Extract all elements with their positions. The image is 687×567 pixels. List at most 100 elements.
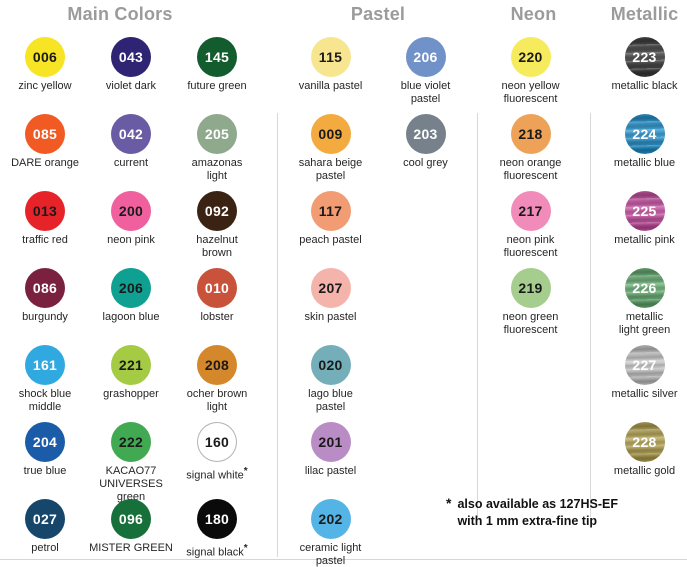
swatch-009: 009 sahara beige pastel — [283, 114, 378, 191]
color-dot: 220 — [510, 37, 551, 77]
color-number: 227 — [632, 357, 657, 373]
swatch-085: 085 DARE orange — [2, 114, 88, 191]
swatch-227: 227 metallic silver — [596, 345, 687, 422]
color-dot: 043 — [111, 37, 151, 77]
swatch-207: 207 skin pastel — [283, 268, 378, 345]
swatch-206-lagoon: 206 lagoon blue — [88, 268, 174, 345]
color-label: neon pink — [107, 234, 155, 246]
color-dot: 205 — [197, 114, 237, 154]
color-number: 201 — [318, 434, 343, 450]
color-dot: 117 — [310, 191, 351, 231]
color-number: 221 — [118, 357, 144, 373]
color-dot: 201 — [310, 422, 351, 462]
color-dot: 203 — [405, 114, 446, 154]
swatch-160: 160 signal white* — [174, 422, 260, 499]
swatch-027: 027 petrol — [2, 499, 88, 567]
color-dot: 206 — [405, 37, 446, 77]
color-number: 200 — [118, 203, 144, 219]
color-number: 205 — [204, 126, 230, 142]
color-label: amazonas light — [191, 157, 243, 182]
color-dot: 086 — [25, 268, 65, 308]
color-dot: 010 — [197, 268, 237, 308]
color-label: ceramic light pastel — [299, 542, 362, 567]
bottom-rule — [0, 559, 687, 560]
swatch-086: 086 burgundy — [2, 268, 88, 345]
swatch-020: 020 lago blue pastel — [283, 345, 378, 422]
swatch-220: 220 neon yellow fluorescent — [474, 37, 587, 114]
main-colors-grid: 006 zinc yellow 043 violet dark 145 futu… — [2, 37, 260, 567]
color-label: sahara beige pastel — [298, 157, 363, 182]
color-label: skin pastel — [304, 311, 357, 323]
color-dot: 092 — [197, 191, 237, 231]
color-dot: 223 — [624, 37, 665, 77]
color-label: metallic blue — [613, 157, 676, 169]
divider-neon-metallic — [590, 113, 591, 517]
color-label: zinc yellow — [18, 80, 72, 92]
neon-grid: 220 neon yellow fluorescent 218 neon ora… — [474, 37, 587, 345]
color-number: 115 — [318, 49, 343, 65]
color-dot: 161 — [25, 345, 65, 385]
color-number: 020 — [318, 357, 343, 373]
color-dot: 020 — [310, 345, 351, 385]
color-number: 206 — [413, 49, 438, 65]
color-label: metallic black — [611, 80, 678, 92]
color-number: 208 — [204, 357, 230, 373]
color-label: metallic silver — [611, 388, 678, 400]
pastel-grid: 115 vanilla pastel 206 blue violet paste… — [283, 37, 473, 567]
swatch-180: 180 signal black* — [174, 499, 260, 567]
color-number: 043 — [118, 49, 144, 65]
color-label: ocher brown light — [186, 388, 248, 413]
swatch-006: 006 zinc yellow — [2, 37, 88, 114]
swatch-115: 115 vanilla pastel — [283, 37, 378, 114]
section-title-pastel: Pastel — [350, 4, 406, 24]
swatch-096: 096 MISTER GREEN — [88, 499, 174, 567]
color-label: neon orange fluorescent — [499, 157, 562, 182]
color-label: hazelnut brown — [196, 234, 238, 259]
section-title-metallic: Metallic — [610, 4, 679, 24]
color-dot: 217 — [510, 191, 551, 231]
color-label: peach pastel — [299, 234, 362, 246]
swatch-145: 145 future green — [174, 37, 260, 114]
swatch-226: 226 metallic light green — [596, 268, 687, 345]
color-number: 207 — [318, 280, 343, 296]
color-number: 222 — [118, 434, 144, 450]
swatch-161: 161 shock blue middle — [2, 345, 88, 422]
footnote-asterisk: * — [243, 543, 248, 554]
color-label: lilac pastel — [304, 465, 357, 477]
color-label: violet dark — [105, 80, 157, 92]
color-dot: 200 — [111, 191, 151, 231]
color-label: neon pink fluorescent — [503, 234, 558, 259]
swatch-219: 219 neon green fluorescent — [474, 268, 587, 345]
footnote: * also available as 127HS-EF with 1 mm e… — [446, 496, 618, 530]
color-label: neon green fluorescent — [502, 311, 559, 336]
color-dot: 204 — [25, 422, 65, 462]
footnote-asterisk: * — [243, 466, 248, 477]
color-dot: 180 — [197, 499, 237, 539]
color-number: 013 — [32, 203, 58, 219]
color-dot: 042 — [111, 114, 151, 154]
color-number: 086 — [32, 280, 58, 296]
color-number: 085 — [32, 126, 58, 142]
color-label: metallic gold — [613, 465, 676, 477]
color-label: DARE orange — [11, 157, 79, 169]
color-label: metallic light green — [618, 311, 671, 336]
color-dot: 009 — [310, 114, 351, 154]
color-number: 204 — [32, 434, 58, 450]
color-dot: 221 — [111, 345, 151, 385]
color-dot: 228 — [624, 422, 665, 462]
swatch-117: 117 peach pastel — [283, 191, 378, 268]
color-label: grashopper — [103, 388, 159, 400]
color-number: 092 — [204, 203, 230, 219]
color-number: 202 — [318, 511, 343, 527]
swatch-218: 218 neon orange fluorescent — [474, 114, 587, 191]
color-label: blue violet pastel — [400, 80, 451, 105]
color-number: 009 — [318, 126, 343, 142]
color-dot: 225 — [624, 191, 665, 231]
color-dot: 208 — [197, 345, 237, 385]
color-label: current — [113, 157, 149, 169]
color-label: petrol — [31, 542, 59, 554]
swatch-208: 208 ocher brown light — [174, 345, 260, 422]
color-number: 206 — [118, 280, 144, 296]
color-dot: 224 — [624, 114, 665, 154]
